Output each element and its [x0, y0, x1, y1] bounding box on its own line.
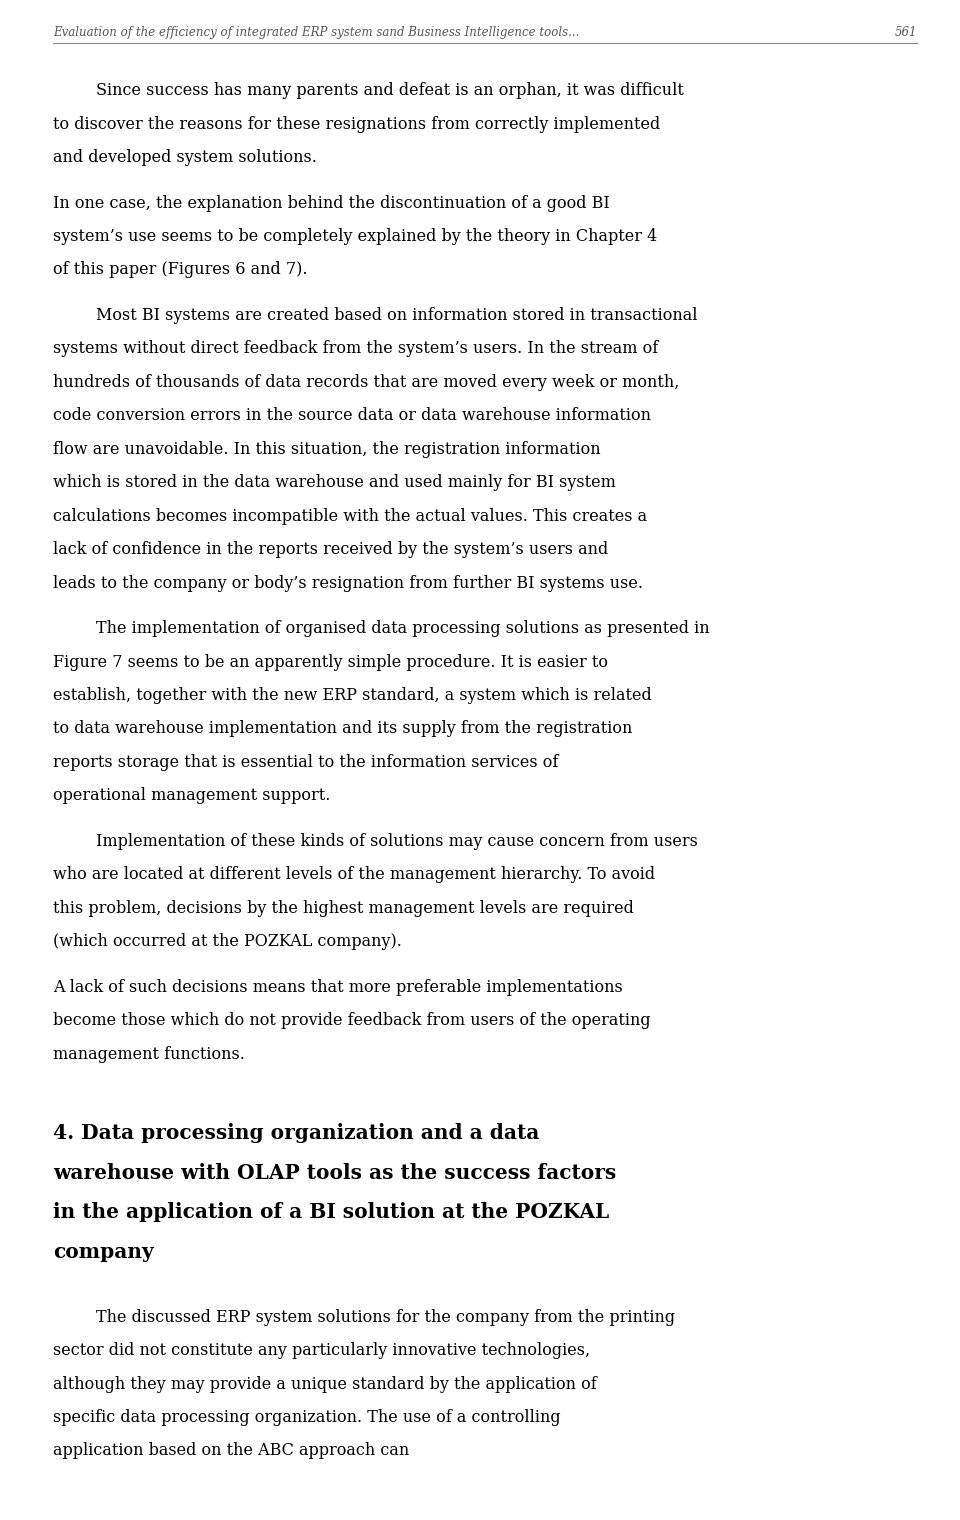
Text: Figure 7 seems to be an apparently simple procedure. It is easier to: Figure 7 seems to be an apparently simpl…	[53, 654, 608, 670]
Text: The discussed ERP system solutions for the company from the printing: The discussed ERP system solutions for t…	[96, 1309, 675, 1325]
Text: A lack of such decisions means that more preferable implementations: A lack of such decisions means that more…	[53, 979, 622, 996]
Text: (which occurred at the POZKAL company).: (which occurred at the POZKAL company).	[53, 933, 401, 950]
Text: and developed system solutions.: and developed system solutions.	[53, 149, 317, 166]
Text: management functions.: management functions.	[53, 1046, 245, 1062]
Text: 4. Data processing organization and a data: 4. Data processing organization and a da…	[53, 1123, 540, 1143]
Text: flow are unavoidable. In this situation, the registration information: flow are unavoidable. In this situation,…	[53, 441, 600, 458]
Text: to discover the reasons for these resignations from correctly implemented: to discover the reasons for these resign…	[53, 116, 660, 132]
Text: establish, together with the new ERP standard, a system which is related: establish, together with the new ERP sta…	[53, 687, 652, 704]
Text: in the application of a BI solution at the POZKAL: in the application of a BI solution at t…	[53, 1202, 609, 1222]
Text: Since success has many parents and defeat is an orphan, it was difficult: Since success has many parents and defea…	[96, 82, 684, 99]
Text: lack of confidence in the reports received by the system’s users and: lack of confidence in the reports receiv…	[53, 541, 608, 558]
Text: Most BI systems are created based on information stored in transactional: Most BI systems are created based on inf…	[96, 307, 698, 324]
Text: system’s use seems to be completely explained by the theory in Chapter 4: system’s use seems to be completely expl…	[53, 228, 657, 245]
Text: Implementation of these kinds of solutions may cause concern from users: Implementation of these kinds of solutio…	[96, 833, 698, 850]
Text: 561: 561	[895, 26, 917, 40]
Text: to data warehouse implementation and its supply from the registration: to data warehouse implementation and its…	[53, 720, 633, 737]
Text: leads to the company or body’s resignation from further BI systems use.: leads to the company or body’s resignati…	[53, 575, 643, 591]
Text: specific data processing organization. The use of a controlling: specific data processing organization. T…	[53, 1409, 561, 1426]
Text: become those which do not provide feedback from users of the operating: become those which do not provide feedba…	[53, 1012, 651, 1029]
Text: calculations becomes incompatible with the actual values. This creates a: calculations becomes incompatible with t…	[53, 508, 647, 524]
Text: warehouse with OLAP tools as the success factors: warehouse with OLAP tools as the success…	[53, 1163, 616, 1183]
Text: hundreds of thousands of data records that are moved every week or month,: hundreds of thousands of data records th…	[53, 374, 679, 391]
Text: In one case, the explanation behind the discontinuation of a good BI: In one case, the explanation behind the …	[53, 195, 610, 211]
Text: reports storage that is essential to the information services of: reports storage that is essential to the…	[53, 754, 558, 771]
Text: although they may provide a unique standard by the application of: although they may provide a unique stand…	[53, 1376, 596, 1392]
Text: company: company	[53, 1242, 154, 1262]
Text: application based on the ABC approach can: application based on the ABC approach ca…	[53, 1442, 409, 1459]
Text: this problem, decisions by the highest management levels are required: this problem, decisions by the highest m…	[53, 900, 634, 917]
Text: The implementation of organised data processing solutions as presented in: The implementation of organised data pro…	[96, 620, 709, 637]
Text: Evaluation of the efficiency of integrated ERP system sand Business Intelligence: Evaluation of the efficiency of integrat…	[53, 26, 579, 40]
Text: operational management support.: operational management support.	[53, 787, 330, 804]
Text: code conversion errors in the source data or data warehouse information: code conversion errors in the source dat…	[53, 407, 651, 424]
Text: of this paper (Figures 6 and 7).: of this paper (Figures 6 and 7).	[53, 261, 307, 278]
Text: who are located at different levels of the management hierarchy. To avoid: who are located at different levels of t…	[53, 866, 655, 883]
Text: systems without direct feedback from the system’s users. In the stream of: systems without direct feedback from the…	[53, 340, 658, 357]
Text: sector did not constitute any particularly innovative technologies,: sector did not constitute any particular…	[53, 1342, 590, 1359]
Text: which is stored in the data warehouse and used mainly for BI system: which is stored in the data warehouse an…	[53, 474, 615, 491]
